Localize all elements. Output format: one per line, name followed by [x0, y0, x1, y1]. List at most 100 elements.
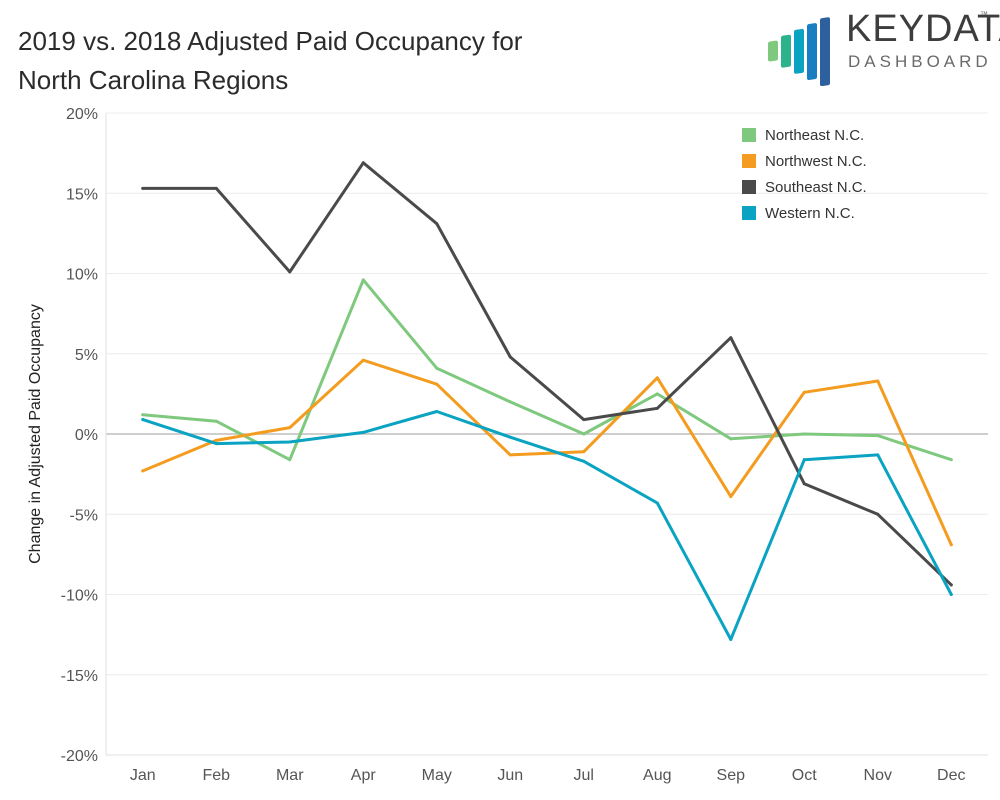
data-point-southeast-n-c [582, 418, 586, 422]
data-point-northeast-n-c [435, 366, 439, 370]
data-point-southeast-n-c [508, 355, 512, 359]
y-tick-label: 10% [66, 267, 98, 284]
data-point-northeast-n-c [508, 400, 512, 404]
data-point-northwest-n-c [655, 376, 659, 380]
data-point-western-n-c [361, 430, 365, 434]
series-line-western-n-c [141, 410, 953, 641]
data-point-northwest-n-c [361, 358, 365, 362]
y-tick-label: -15% [61, 668, 98, 685]
data-point-northeast-n-c [582, 432, 586, 436]
x-tick-label: May [422, 767, 452, 784]
data-point-northeast-n-c [876, 434, 880, 438]
data-point-northeast-n-c [949, 458, 953, 462]
y-tick-label: -5% [70, 507, 98, 524]
data-point-northeast-n-c [802, 432, 806, 436]
data-point-southeast-n-c [141, 186, 145, 190]
data-point-northeast-n-c [655, 392, 659, 396]
data-point-western-n-c [435, 410, 439, 414]
legend-swatch [742, 128, 756, 142]
data-point-northwest-n-c [214, 438, 218, 442]
x-tick-label: Mar [276, 767, 304, 784]
logo-trademark: ™ [980, 10, 988, 19]
x-tick-label: Nov [864, 767, 892, 784]
y-tick-label: -20% [61, 748, 98, 765]
data-point-northeast-n-c [141, 413, 145, 417]
y-tick-label: 15% [66, 186, 98, 203]
data-point-western-n-c [655, 501, 659, 505]
data-point-western-n-c [214, 442, 218, 446]
x-tick-label: Apr [351, 767, 377, 784]
legend-swatch [742, 154, 756, 168]
data-point-northwest-n-c [508, 453, 512, 457]
legend-item: Southeast N.C. [742, 174, 867, 200]
x-tick-label: Oct [792, 767, 817, 784]
data-point-southeast-n-c [949, 583, 953, 587]
y-tick-label: -10% [61, 588, 98, 605]
logo-bar [807, 23, 817, 80]
data-point-northeast-n-c [729, 437, 733, 441]
legend-label: Western N.C. [765, 204, 855, 222]
y-tick-label: 5% [75, 347, 98, 364]
logo-bar [794, 28, 804, 74]
x-tick-label: Dec [937, 767, 965, 784]
data-point-northeast-n-c [361, 278, 365, 282]
chart-title-line-1: 2019 vs. 2018 Adjusted Paid Occupancy fo… [18, 26, 523, 56]
legend-item: Northwest N.C. [742, 148, 867, 174]
x-tick-label: Jan [130, 767, 156, 784]
logo-bar [768, 40, 778, 62]
logo-wordmark: KEYDATA [846, 8, 1000, 50]
data-point-northwest-n-c [949, 543, 953, 547]
chart-title: 2019 vs. 2018 Adjusted Paid Occupancy fo… [18, 22, 618, 100]
chart-legend: Northeast N.C. Northwest N.C. Southeast N.… [742, 122, 867, 226]
data-point-western-n-c [729, 637, 733, 641]
data-point-southeast-n-c [435, 222, 439, 226]
chart-title-line-2: North Carolina Regions [18, 65, 289, 95]
data-point-northwest-n-c [288, 426, 292, 430]
data-point-northwest-n-c [802, 390, 806, 394]
data-point-western-n-c [802, 458, 806, 462]
logo-subtitle: DASHBOARD [848, 52, 992, 71]
x-tick-label: Sep [717, 767, 746, 784]
series-line-southeast-n-c [141, 161, 953, 587]
legend-swatch [742, 180, 756, 194]
logo-bar [820, 17, 830, 86]
y-tick-label: 20% [66, 106, 98, 123]
x-tick-label: Aug [643, 767, 671, 784]
data-point-western-n-c [288, 440, 292, 444]
data-point-northwest-n-c [729, 495, 733, 499]
keydata-logo: KEYDATA ™ DASHBOARD [766, 6, 1000, 86]
x-tick-label: Jul [574, 767, 594, 784]
logo-bars-icon [768, 17, 830, 86]
series-line-northwest-n-c [141, 358, 953, 547]
data-point-western-n-c [141, 418, 145, 422]
data-point-western-n-c [949, 593, 953, 596]
data-point-western-n-c [876, 453, 880, 457]
data-point-southeast-n-c [876, 512, 880, 516]
data-point-western-n-c [582, 459, 586, 463]
line-chart: 20% 15% 10% 5% 0% -5% -10% -15% -20% Jan Feb Mar Apr… [61, 106, 988, 784]
data-point-southeast-n-c [214, 186, 218, 190]
legend-swatch [742, 206, 756, 220]
data-point-northwest-n-c [141, 469, 145, 473]
x-tick-label: Jun [497, 767, 523, 784]
x-tick-label: Feb [202, 767, 230, 784]
legend-label: Northwest N.C. [765, 152, 867, 170]
data-point-western-n-c [508, 435, 512, 439]
legend-item: Northeast N.C. [742, 122, 867, 148]
data-point-northeast-n-c [214, 419, 218, 423]
data-point-southeast-n-c [802, 482, 806, 486]
legend-label: Northeast N.C. [765, 126, 865, 144]
data-point-southeast-n-c [655, 406, 659, 410]
legend-item: Western N.C. [742, 200, 867, 226]
data-point-southeast-n-c [729, 336, 733, 340]
y-axis-label: Change in Adjusted Paid Occupancy [27, 304, 44, 564]
data-point-northwest-n-c [876, 379, 880, 383]
legend-label: Southeast N.C. [765, 178, 867, 196]
series-line-northeast-n-c [141, 278, 953, 462]
logo-bar [781, 34, 791, 68]
data-point-northeast-n-c [288, 458, 292, 462]
y-tick-label: 0% [75, 427, 98, 444]
data-point-southeast-n-c [361, 161, 365, 165]
data-point-northwest-n-c [582, 450, 586, 454]
data-point-southeast-n-c [288, 270, 292, 274]
